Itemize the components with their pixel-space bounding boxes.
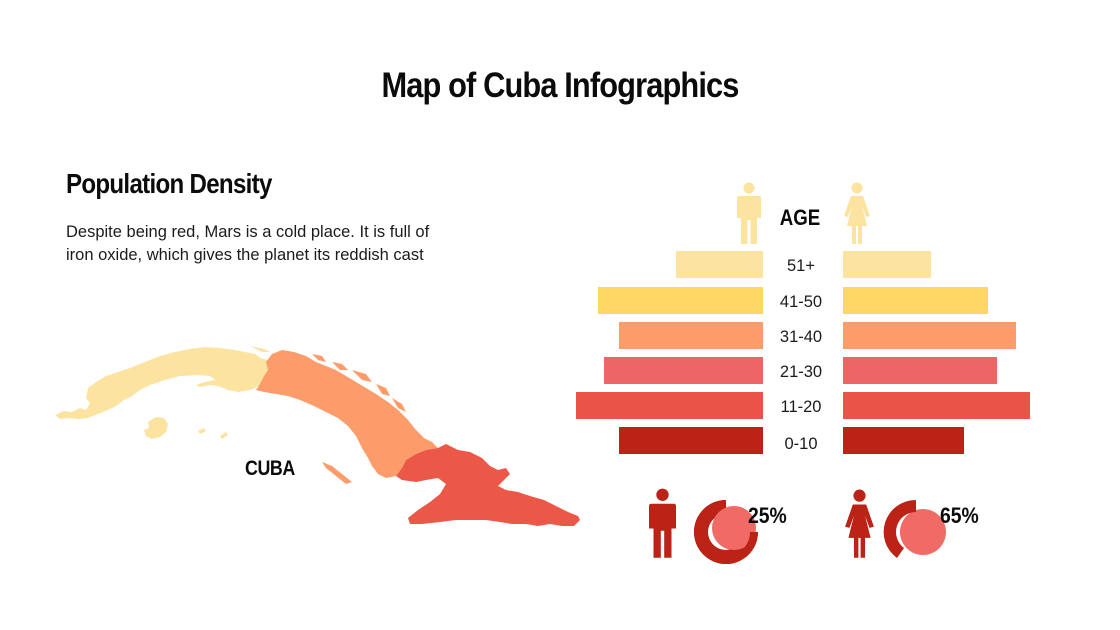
map-region-central bbox=[256, 350, 438, 478]
bar-male-51plus bbox=[676, 251, 763, 278]
age-label: 0-10 bbox=[784, 435, 818, 453]
map-cay bbox=[220, 432, 228, 439]
map-cay bbox=[376, 384, 390, 396]
map-region-east bbox=[396, 444, 580, 526]
bar-female-41-50 bbox=[843, 287, 988, 314]
female-pie-chart bbox=[883, 499, 946, 558]
age-label: 21-30 bbox=[779, 363, 823, 381]
bar-female-21-30 bbox=[843, 357, 997, 384]
bar-female-11-20 bbox=[843, 392, 1030, 419]
male-icon bbox=[649, 488, 676, 558]
bar-male-41-50 bbox=[598, 287, 763, 314]
map-island-juventud bbox=[144, 417, 168, 439]
male-icon bbox=[737, 182, 761, 244]
map-cay bbox=[198, 428, 206, 434]
map-cay bbox=[312, 354, 326, 362]
map-cay bbox=[250, 346, 270, 352]
map-region-west bbox=[55, 347, 272, 419]
age-label: 51+ bbox=[787, 257, 815, 275]
map-cay bbox=[332, 362, 348, 370]
female-icon bbox=[845, 489, 874, 558]
age-label: 41-50 bbox=[779, 293, 823, 311]
bar-female-51plus bbox=[843, 251, 931, 278]
map-cay bbox=[352, 370, 372, 382]
bar-female-31-40 bbox=[843, 322, 1016, 349]
bar-male-11-20 bbox=[576, 392, 763, 419]
cuba-map bbox=[55, 346, 580, 526]
section-description: Despite being red, Mars is a cold place.… bbox=[66, 223, 430, 264]
bar-female-0-10 bbox=[843, 427, 964, 454]
female-icon bbox=[844, 182, 870, 244]
age-label: 11-20 bbox=[780, 398, 822, 416]
age-label: 31-40 bbox=[779, 328, 823, 346]
female-percentage: 65% bbox=[940, 503, 979, 528]
age-header: AGE bbox=[779, 205, 821, 230]
bar-male-0-10 bbox=[619, 427, 763, 454]
bar-male-21-30 bbox=[604, 357, 763, 384]
map-cay bbox=[392, 398, 406, 412]
male-pie-chart bbox=[694, 500, 758, 564]
bar-male-31-40 bbox=[619, 322, 763, 349]
map-label: CUBA bbox=[245, 457, 295, 480]
page-title: Map of Cuba Infographics bbox=[381, 66, 739, 105]
male-percentage: 25% bbox=[748, 503, 787, 528]
section-title: Population Density bbox=[66, 168, 272, 199]
map-cay bbox=[322, 462, 352, 484]
